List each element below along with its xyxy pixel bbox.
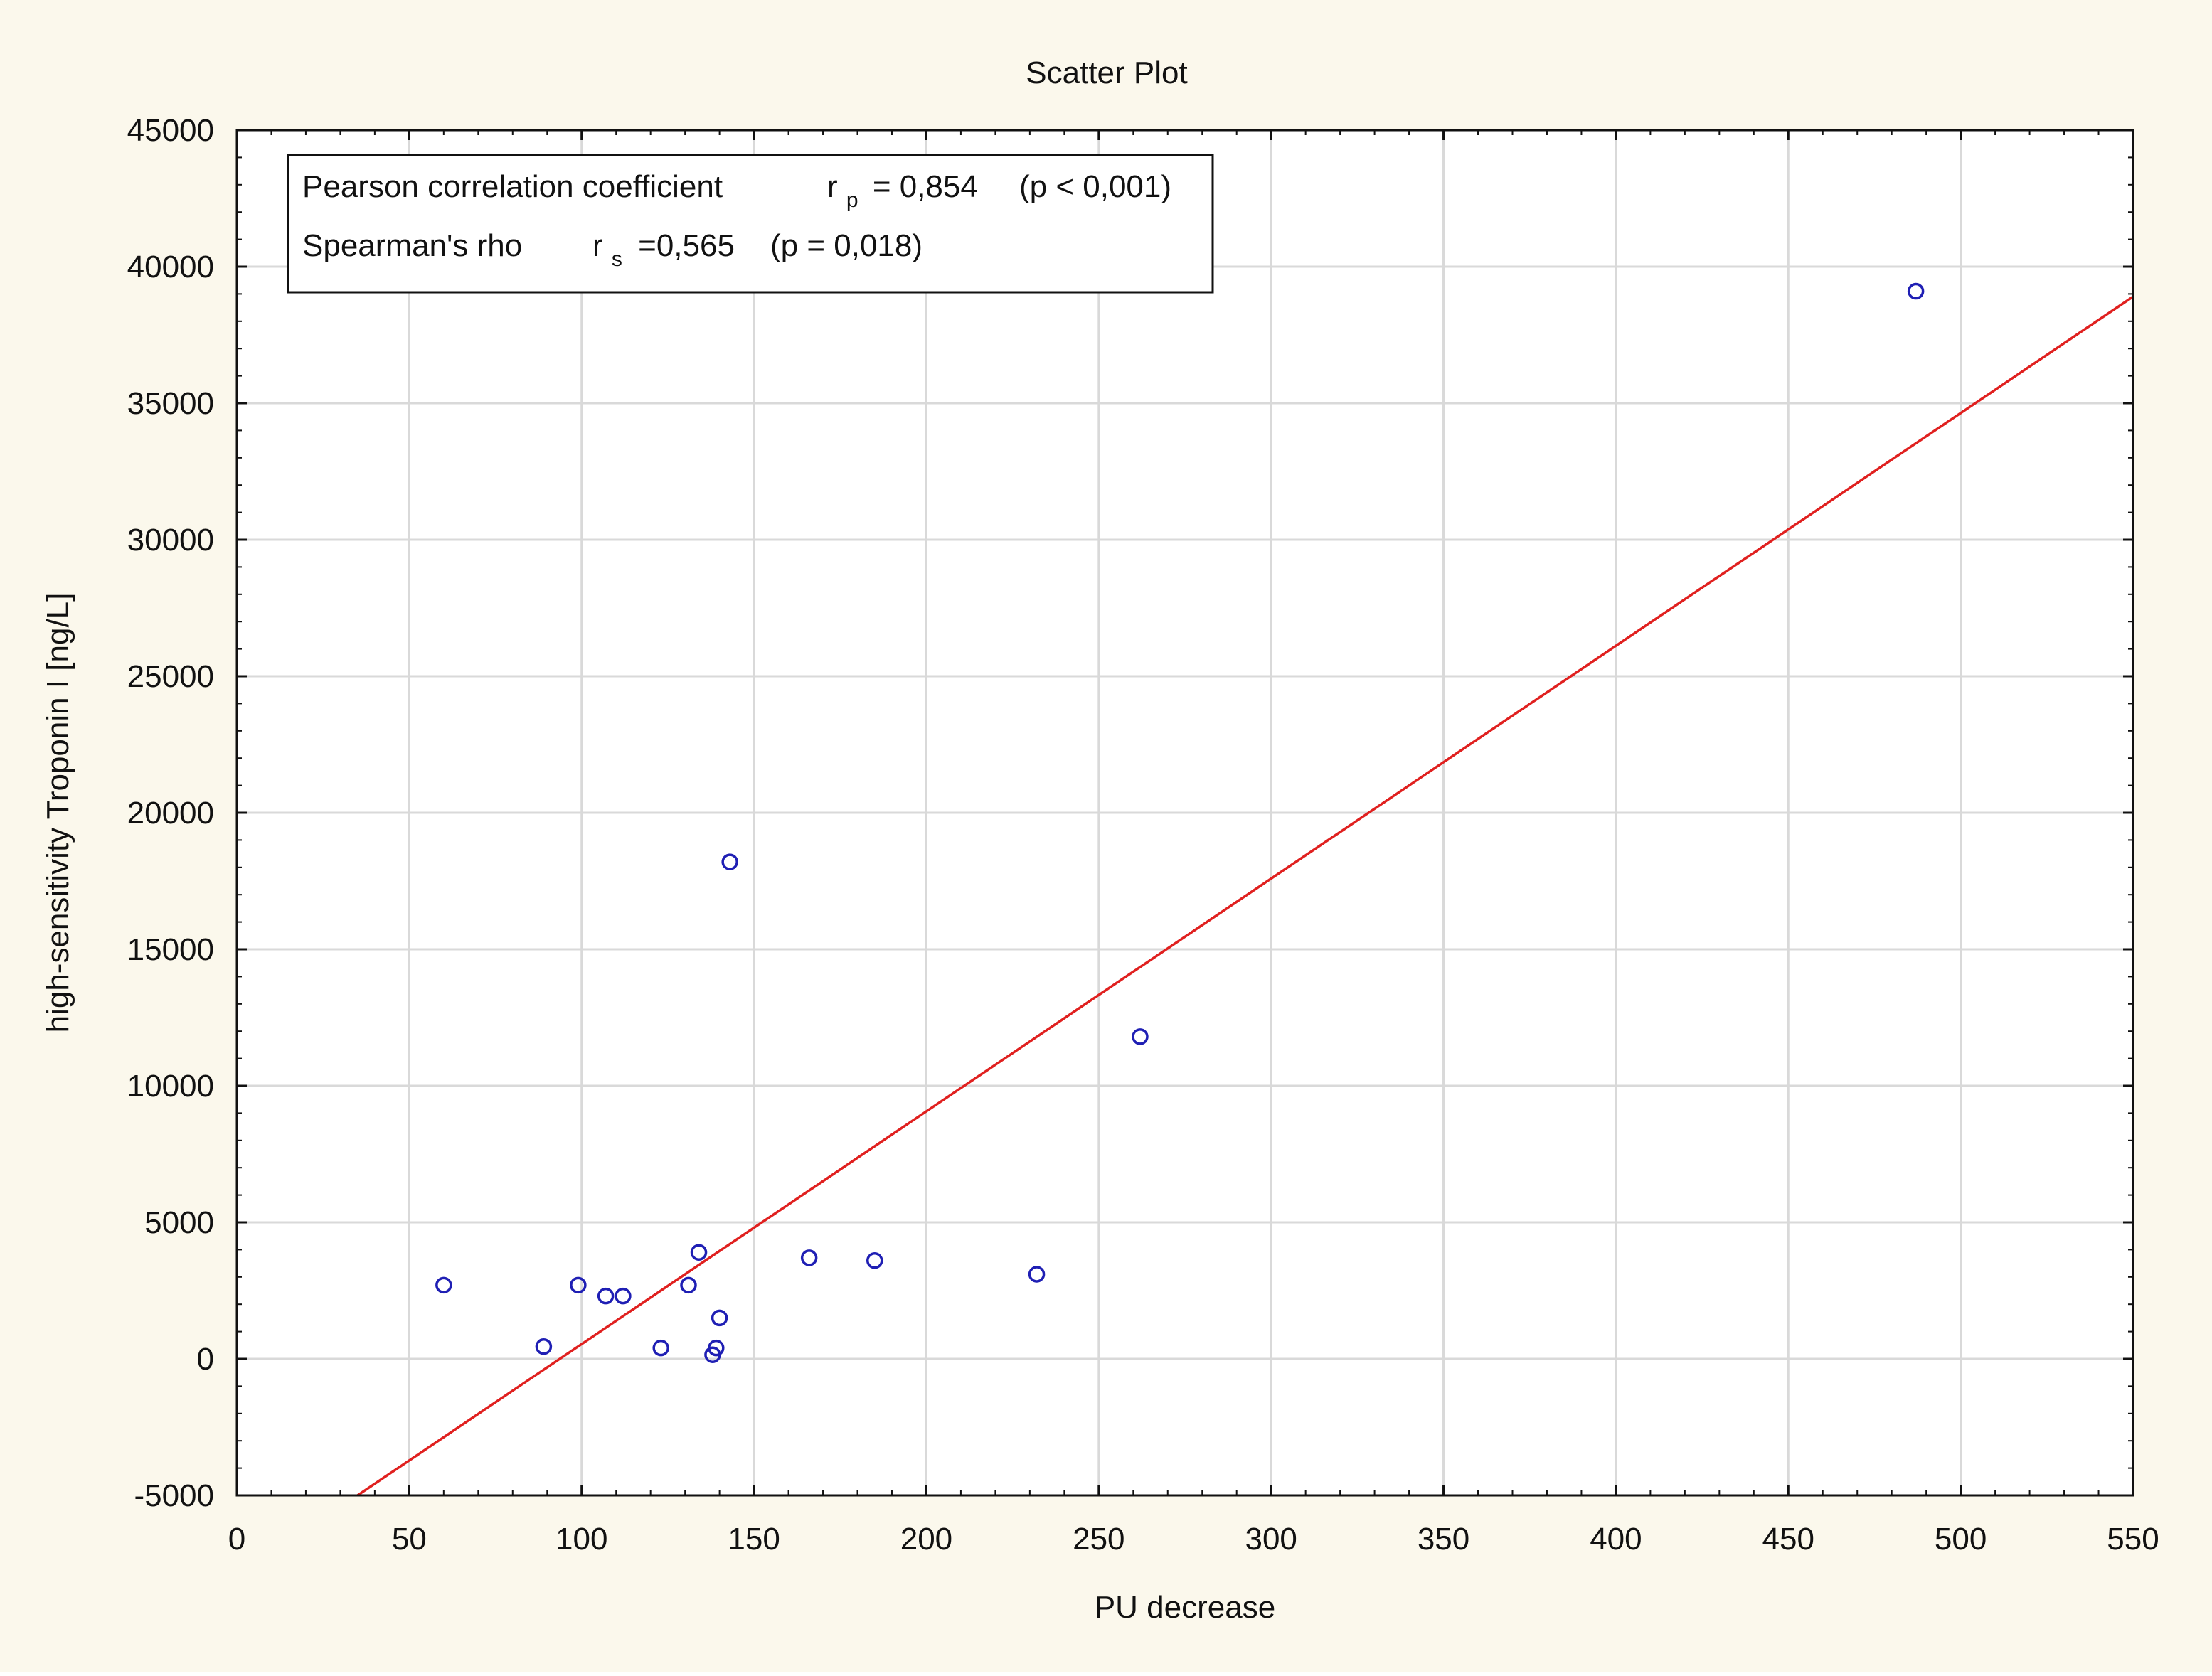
y-tick-label: 25000 [127, 659, 214, 694]
pearson-value: = 0,854 [873, 169, 978, 204]
chart-title: Scatter Plot [1026, 55, 1187, 90]
spearman-var: r [592, 228, 603, 263]
y-tick-label: 15000 [127, 932, 214, 967]
y-tick-label: 5000 [144, 1205, 214, 1240]
data-point [435, 1276, 452, 1294]
x-tick-label: 100 [555, 1522, 607, 1557]
pearson-line: Pearson correlation coefficient r p = 0,… [302, 169, 1171, 214]
annotation-box [287, 154, 1214, 294]
spearman-line: Spearman's rho r s =0,565 (p = 0,018) [302, 228, 922, 273]
y-tick-label: 40000 [127, 250, 214, 284]
y-tick-labels: -5000 0 5000 10000 15000 20000 25000 30000 35000… [127, 113, 214, 1513]
data-point [652, 1339, 669, 1357]
regression-line [356, 295, 2134, 1497]
data-point [866, 1252, 883, 1269]
pearson-label: Pearson correlation coefficient [302, 169, 723, 204]
y-tick-label: -5000 [134, 1478, 214, 1513]
data-point [721, 853, 738, 870]
y-tick-label: 30000 [127, 523, 214, 557]
x-axis-label: PU decrease [1095, 1590, 1275, 1625]
x-tick-label: 0 [228, 1522, 245, 1557]
data-points [435, 282, 1925, 1363]
y-tick-label: 0 [197, 1342, 214, 1377]
x-tick-labels: 0 50 100 150 200 250 300 350 400 450 500 550 [228, 1522, 2159, 1557]
data-point [1907, 282, 1925, 300]
data-point [708, 1339, 725, 1357]
data-point [800, 1249, 818, 1266]
x-tick-label: 200 [900, 1522, 952, 1557]
data-point [570, 1276, 587, 1294]
spearman-p: (p = 0,018) [770, 228, 922, 263]
x-tick-label: 350 [1418, 1522, 1469, 1557]
data-point [597, 1287, 615, 1305]
data-point [680, 1276, 697, 1294]
data-point [1028, 1266, 1046, 1283]
pearson-p: (p < 0,001) [1019, 169, 1171, 204]
spearman-sub: s [612, 247, 622, 271]
x-tick-label: 50 [392, 1522, 427, 1557]
data-point [535, 1338, 553, 1355]
y-tick-label: 10000 [127, 1069, 214, 1104]
x-tick-label: 500 [1935, 1522, 1987, 1557]
x-tick-label: 550 [2107, 1522, 2159, 1557]
plot-border [235, 129, 2134, 1497]
data-point [690, 1244, 708, 1261]
spearman-label: Spearman's rho [302, 228, 522, 263]
pearson-sub: p [846, 188, 858, 212]
y-tick-label: 45000 [127, 113, 214, 148]
y-tick-label: 35000 [127, 386, 214, 421]
x-tick-label: 400 [1590, 1522, 1642, 1557]
pearson-var: r [827, 169, 838, 204]
x-tick-label: 250 [1073, 1522, 1124, 1557]
x-tick-label: 300 [1245, 1522, 1297, 1557]
data-point [711, 1309, 728, 1327]
x-tick-label: 450 [1762, 1522, 1814, 1557]
data-point [1132, 1028, 1149, 1045]
correlation-annotation: Pearson correlation coefficient r p = 0,… [287, 154, 1214, 294]
data-point [615, 1287, 632, 1305]
y-axis-label: high-sensitivity Troponin I [ng/L] [41, 593, 75, 1033]
spearman-value: =0,565 [638, 228, 735, 263]
x-tick-label: 150 [728, 1522, 780, 1557]
y-tick-label: 20000 [127, 796, 214, 831]
